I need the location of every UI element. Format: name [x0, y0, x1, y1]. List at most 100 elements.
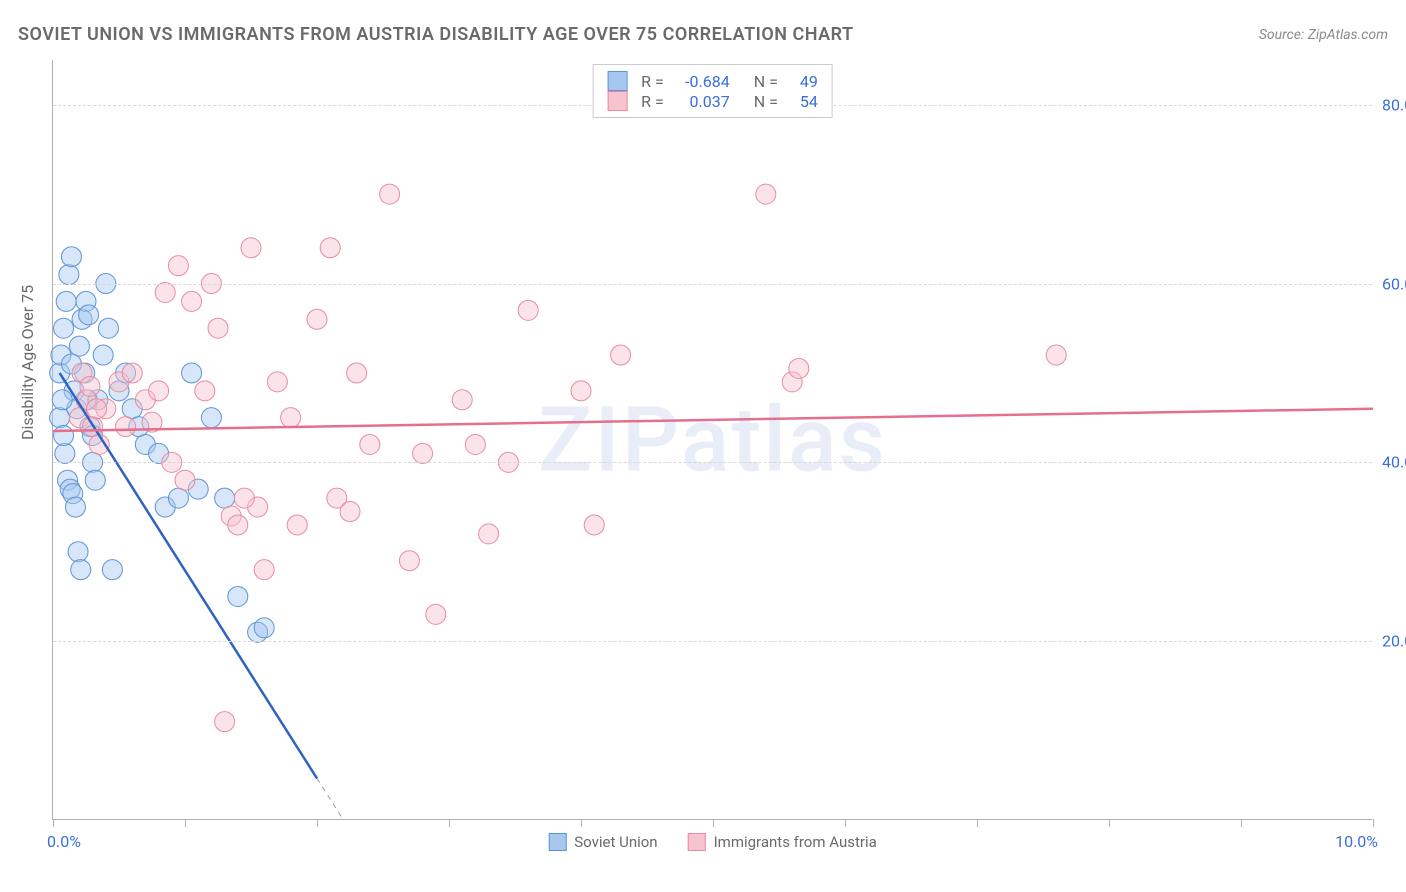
austria-point	[479, 524, 499, 544]
austria-point	[465, 434, 485, 454]
austria-point	[195, 381, 215, 401]
legend-item-austria: Immigrants from Austria	[688, 833, 877, 851]
soviet-point	[68, 542, 88, 562]
austria-point	[340, 502, 360, 522]
soviet-point	[254, 618, 274, 638]
soviet-point	[215, 488, 235, 508]
x-axis-max-label: 10.0%	[1335, 832, 1378, 851]
y-axis-label: Disability Age Over 75	[18, 285, 37, 440]
austria-regression-line	[53, 409, 1373, 431]
plot-area: ZIPatlas R =-0.684N =49R =0.037N =54 20.…	[52, 60, 1372, 820]
x-tick	[977, 819, 978, 827]
austria-point	[584, 515, 604, 535]
x-tick	[317, 819, 318, 827]
n-label: N =	[754, 72, 778, 91]
x-tick	[713, 819, 714, 827]
correlation-legend: R = -0.684 N = 49R = 0.037 N = 54	[592, 64, 833, 118]
n-value: 49	[788, 72, 818, 91]
soviet-legend-label: Soviet Union	[574, 833, 657, 851]
soviet-swatch	[607, 71, 627, 91]
soviet-point	[201, 408, 221, 428]
austria-point	[347, 363, 367, 383]
soviet-point	[168, 488, 188, 508]
austria-point	[228, 515, 248, 535]
soviet-regression-dash	[317, 778, 343, 820]
y-tick-label: 60.0%	[1382, 274, 1406, 293]
correlation-row-austria: R = 0.037 N = 54	[607, 91, 818, 111]
soviet-point	[93, 345, 113, 365]
soviet-point	[55, 443, 75, 463]
legend-item-soviet: Soviet Union	[548, 833, 657, 851]
austria-point	[789, 358, 809, 378]
austria-swatch	[607, 91, 627, 111]
austria-point	[380, 184, 400, 204]
series-legend: Soviet Union Immigrants from Austria	[548, 833, 877, 851]
austria-point	[413, 443, 433, 463]
austria-point	[149, 381, 169, 401]
source-prefix: Source:	[1259, 27, 1308, 43]
austria-point	[360, 434, 380, 454]
austria-point	[756, 184, 776, 204]
soviet-point	[65, 497, 85, 517]
gridline-h	[53, 462, 1372, 463]
n-label: N =	[754, 92, 778, 111]
y-tick-label: 40.0%	[1382, 453, 1406, 472]
soviet-point	[61, 247, 81, 267]
austria-point	[182, 291, 202, 311]
austria-point	[254, 560, 274, 580]
r-value: 0.037	[674, 92, 730, 111]
soviet-point	[52, 390, 72, 410]
soviet-point	[54, 426, 74, 446]
soviet-point	[50, 408, 70, 428]
gridline-h	[53, 641, 1372, 642]
y-tick-label: 20.0%	[1382, 632, 1406, 651]
r-value: -0.684	[674, 72, 730, 91]
source-name: ZipAtlas.com	[1308, 27, 1388, 43]
austria-point	[155, 282, 175, 302]
austria-point	[168, 256, 188, 276]
austria-point	[281, 408, 301, 428]
soviet-point	[69, 336, 89, 356]
correlation-row-soviet: R =-0.684N =49	[607, 71, 818, 91]
austria-point	[87, 399, 107, 419]
x-tick	[53, 819, 54, 827]
n-value: 54	[788, 92, 818, 111]
soviet-point	[56, 291, 76, 311]
r-label: R =	[641, 92, 664, 111]
x-tick	[581, 819, 582, 827]
x-axis-min-label: 0.0%	[47, 832, 81, 851]
soviet-point	[79, 305, 99, 325]
austria-point	[175, 470, 195, 490]
austria-point	[287, 515, 307, 535]
austria-point	[320, 238, 340, 258]
x-tick	[185, 819, 186, 827]
x-tick	[449, 819, 450, 827]
soviet-point	[98, 318, 118, 338]
scatter-plot	[53, 60, 1372, 819]
austria-point	[611, 345, 631, 365]
austria-point	[267, 372, 287, 392]
austria-point	[1046, 345, 1066, 365]
austria-point	[80, 376, 100, 396]
soviet-point	[54, 318, 74, 338]
chart-title: SOVIET UNION VS IMMIGRANTS FROM AUSTRIA …	[18, 24, 854, 45]
austria-point	[208, 318, 228, 338]
y-tick-label: 80.0%	[1382, 95, 1406, 114]
soviet-legend-swatch	[548, 833, 566, 851]
austria-point	[452, 390, 472, 410]
soviet-point	[228, 586, 248, 606]
austria-point	[426, 604, 446, 624]
x-tick	[1241, 819, 1242, 827]
austria-point	[241, 238, 261, 258]
austria-point	[234, 488, 254, 508]
gridline-h	[53, 284, 1372, 285]
austria-point	[122, 363, 142, 383]
austria-point	[518, 300, 538, 320]
austria-legend-label: Immigrants from Austria	[714, 833, 877, 851]
soviet-point	[71, 560, 91, 580]
austria-legend-swatch	[688, 833, 706, 851]
x-tick	[1373, 819, 1374, 827]
austria-point	[116, 417, 136, 437]
soviet-regression-line	[60, 373, 317, 778]
x-tick	[845, 819, 846, 827]
